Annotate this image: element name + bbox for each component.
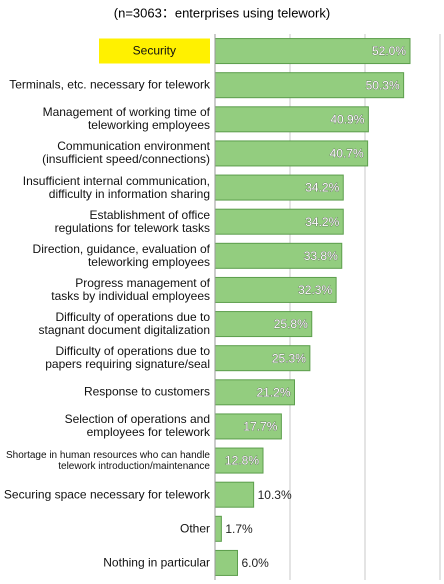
y-tick-label: Terminals, etc. necessary for telework (9, 77, 210, 92)
category-box: Progress management of tasks by individu… (0, 275, 210, 303)
category-box: Establishment of office regulations for … (0, 207, 210, 235)
bar (214, 549, 238, 576)
y-tick-label: Response to customers (83, 384, 210, 399)
bar (214, 515, 222, 542)
value-label: 17.7% (243, 420, 277, 434)
bar (214, 174, 344, 201)
y-tick-label: Progress management of tasks by individu… (51, 275, 210, 303)
y-tick-label: Management of working time of teleworkin… (42, 105, 210, 133)
value-label: 50.3% (366, 78, 400, 92)
category-box: Insufficient internal communication, dif… (0, 173, 210, 201)
value-label: 34.2% (305, 181, 339, 195)
value-label: 52.0% (372, 44, 406, 58)
category-box: Selection of operations and employees fo… (0, 413, 210, 439)
category-box: Nothing in particular (0, 556, 210, 569)
category-box: Shortage in human resources who can hand… (0, 450, 210, 472)
value-label: 40.7% (330, 147, 364, 161)
category-box: Direction, guidance, evaluation of telew… (0, 241, 210, 269)
value-label: 40.9% (330, 112, 364, 126)
category-box: Communication environment (insufficient … (0, 140, 210, 166)
category-box: Terminals, etc. necessary for telework (0, 77, 210, 92)
value-label: 12.8% (225, 454, 259, 468)
value-label: 33.8% (304, 249, 338, 263)
value-label: 6.0% (242, 556, 270, 570)
value-label: 25.8% (274, 317, 308, 331)
bar (214, 481, 255, 508)
category-box: Other (0, 522, 210, 535)
y-tick-label: Insufficient internal communication, dif… (22, 173, 210, 201)
bar (214, 106, 369, 133)
value-label: 34.2% (305, 215, 339, 229)
bar (214, 38, 411, 65)
value-label: 10.3% (258, 488, 292, 502)
value-label: 1.7% (225, 522, 253, 536)
y-tick-label: Direction, guidance, evaluation of telew… (32, 241, 210, 269)
value-label: 21.2% (256, 385, 290, 399)
bar (214, 345, 311, 372)
y-tick-label: Difficulty of operations due to papers r… (45, 344, 210, 372)
y-tick-label: Difficulty of operations due to stagnant… (38, 310, 210, 338)
bar (214, 276, 337, 303)
y-tick-label: Selection of operations and employees fo… (64, 412, 210, 440)
bar (214, 140, 369, 167)
category-box: Difficulty of operations due to stagnant… (0, 311, 210, 337)
bar (214, 242, 343, 269)
category-box: Securing space necessary for telework (0, 488, 210, 501)
category-box: Response to customers (0, 384, 210, 399)
y-tick-label: Other (179, 521, 210, 536)
y-tick-label: Nothing in particular (103, 555, 210, 570)
category-box: Difficulty of operations due to papers r… (0, 345, 210, 371)
y-tick-label: Security (98, 38, 210, 64)
y-tick-label: Communication environment (insufficient … (42, 139, 210, 167)
value-label: 25.3% (272, 351, 306, 365)
category-box: Security (0, 38, 210, 64)
bar (214, 379, 295, 406)
y-tick-label: Shortage in human resources who can hand… (5, 449, 210, 472)
value-label: 32.3% (298, 283, 332, 297)
chart-subtitle: (n=3063：enterprises using telework) (114, 5, 330, 20)
y-tick-label: Securing space necessary for telework (3, 487, 210, 502)
bar (214, 413, 282, 440)
category-box: Management of working time of teleworkin… (0, 106, 210, 132)
bar (214, 208, 344, 235)
y-tick-label: Establishment of office regulations for … (54, 207, 210, 235)
bar (214, 447, 264, 474)
